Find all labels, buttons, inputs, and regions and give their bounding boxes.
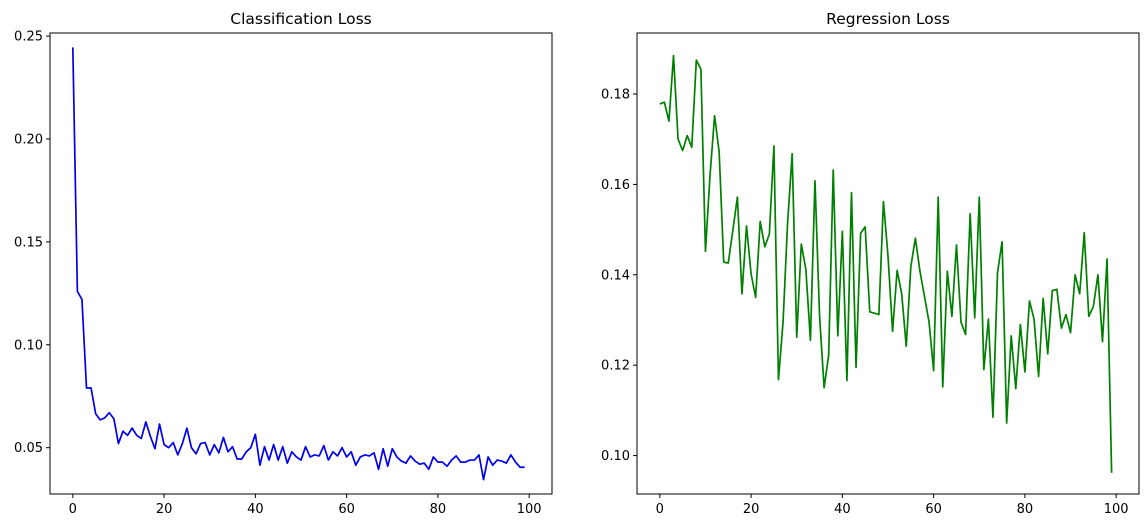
chart-title-regression: Regression Loss <box>826 10 950 28</box>
x-tick-label-classification-40: 40 <box>247 502 264 517</box>
x-tick-label-regression-60: 60 <box>925 502 942 517</box>
y-tick-label-regression-0.18: 0.18 <box>601 88 630 103</box>
x-tick-label-regression-100: 100 <box>1104 502 1129 517</box>
chart-title-classification: Classification Loss <box>230 10 371 28</box>
x-tick-label-regression-40: 40 <box>834 502 851 517</box>
y-tick-label-classification-0.05: 0.05 <box>14 441 43 456</box>
axes-frame-classification <box>49 32 553 495</box>
y-tick-label-classification-0.25: 0.25 <box>14 30 43 45</box>
y-tick-label-regression-0.12: 0.12 <box>601 359 630 374</box>
y-tick-label-classification-0.15: 0.15 <box>14 235 43 250</box>
chart-classification-loss: Classification Loss 0 20 40 60 80 100 0.05 0.10… <box>14 10 553 517</box>
x-tick-label-regression-0: 0 <box>656 502 664 517</box>
x-tick-label-regression-20: 20 <box>743 502 760 517</box>
x-tick-label-classification-0: 0 <box>69 502 77 517</box>
axes-frame-regression <box>636 32 1140 495</box>
series-line-regression-0 <box>659 54 1113 473</box>
series-line-classification-0 <box>71 47 525 481</box>
y-tick-label-classification-0.1: 0.10 <box>14 338 43 353</box>
chart-regression-loss: Regression Loss 0 20 40 60 80 100 0.10 0.12 0.14… <box>601 10 1140 517</box>
y-tick-label-classification-0.2: 0.20 <box>14 132 43 147</box>
x-tick-label-classification-20: 20 <box>156 502 173 517</box>
plot-area-classification: 0 20 40 60 80 100 0.05 0.10 0.15 0.20 0.25 <box>14 30 542 517</box>
y-tick-label-regression-0.1: 0.10 <box>601 449 630 464</box>
plot-area-regression: 0 20 40 60 80 100 0.10 0.12 0.14 0.16 0.18 <box>601 54 1129 517</box>
x-tick-label-classification-60: 60 <box>338 502 355 517</box>
x-tick-label-regression-80: 80 <box>1017 502 1034 517</box>
x-tick-label-classification-100: 100 <box>517 502 542 517</box>
y-tick-label-regression-0.16: 0.16 <box>601 178 630 193</box>
y-tick-label-regression-0.14: 0.14 <box>601 268 630 283</box>
x-tick-label-classification-80: 80 <box>430 502 447 517</box>
